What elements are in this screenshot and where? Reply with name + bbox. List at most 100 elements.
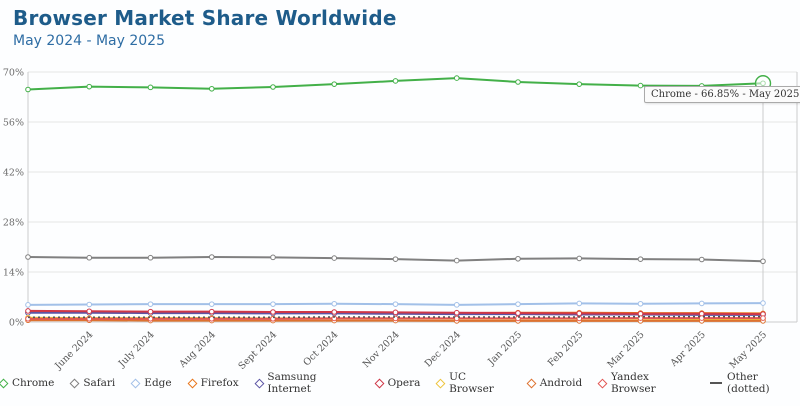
legend-item-other[interactable]: Other (dotted) (709, 371, 800, 395)
data-point-edge[interactable] (270, 301, 276, 307)
legend-item-firefox[interactable]: Firefox (187, 377, 239, 389)
data-point-opera[interactable] (331, 309, 338, 315)
legend-label: Edge (144, 377, 172, 389)
x-axis-tick-label: Apr 2025 (668, 329, 708, 369)
diamond-marker-icon (435, 378, 446, 388)
y-axis-tick-label: 28% (3, 218, 24, 229)
chart-legend: Chrome Safari Edge Firefox Samsung Internet O… (0, 371, 800, 395)
diamond-marker-icon (254, 378, 264, 388)
data-point-safari[interactable] (515, 255, 521, 262)
legend-item-chrome[interactable]: Chrome (0, 377, 54, 389)
diamond-marker-icon (597, 378, 608, 388)
page-title: Browser Market Share Worldwide (13, 6, 397, 30)
data-point-safari[interactable] (147, 254, 154, 261)
legend-item-opera[interactable]: Opera (374, 377, 421, 389)
dash-marker-icon (709, 382, 722, 384)
data-point-safari[interactable] (270, 254, 276, 261)
data-point-chrome[interactable] (637, 82, 644, 89)
diamond-marker-icon (526, 378, 537, 388)
data-point-opera[interactable] (147, 308, 154, 315)
data-point-edge[interactable] (515, 301, 521, 307)
y-axis-tick-label: 56% (3, 118, 24, 129)
data-point-opera[interactable] (86, 308, 93, 315)
data-point-edge[interactable] (698, 300, 705, 307)
data-point-chrome[interactable] (86, 83, 93, 90)
x-axis-tick-label: June 2024 (52, 329, 95, 372)
data-point-edge[interactable] (147, 301, 154, 307)
legend-label: Opera (387, 377, 421, 389)
data-point-opera[interactable] (392, 309, 399, 316)
legend-item-samsung-internet[interactable]: Samsung Internet (254, 371, 359, 395)
data-point-edge[interactable] (392, 301, 399, 307)
x-axis-tick-label: Feb 2025 (546, 329, 586, 369)
data-point-chrome[interactable] (515, 79, 521, 85)
data-point-chrome[interactable] (147, 84, 154, 91)
data-point-opera[interactable] (208, 308, 215, 315)
diamond-marker-icon (374, 378, 385, 388)
data-point-safari[interactable] (25, 254, 31, 260)
data-point-safari[interactable] (760, 258, 766, 265)
data-point-safari[interactable] (208, 254, 215, 260)
data-point-safari[interactable] (453, 257, 460, 264)
data-point-safari[interactable] (637, 256, 644, 262)
data-point-safari[interactable] (86, 254, 93, 261)
data-point-safari[interactable] (576, 255, 583, 262)
x-axis-tick-label: Nov 2024 (361, 329, 402, 370)
data-point-chrome[interactable] (25, 86, 31, 93)
legend-item-uc-browser[interactable]: UC Browser (435, 371, 510, 395)
data-point-opera[interactable] (576, 310, 583, 317)
legend-label: Yandex Browser (610, 371, 656, 395)
legend-label: UC Browser (449, 371, 494, 395)
data-point-opera[interactable] (25, 308, 31, 314)
legend-item-yandex-browser[interactable]: Yandex Browser (597, 371, 692, 395)
data-point-yandex-browser[interactable] (208, 315, 215, 322)
x-axis-tick-label: Mar 2025 (606, 329, 647, 370)
data-point-safari[interactable] (698, 256, 705, 263)
legend-item-android[interactable]: Android (526, 377, 583, 389)
data-point-chrome[interactable] (270, 84, 276, 90)
chart-subtitle: May 2024 - May 2025 (13, 33, 165, 49)
x-axis-tick-label: Aug 2024 (177, 329, 218, 370)
data-point-edge[interactable] (760, 300, 766, 306)
diamond-marker-icon (0, 378, 9, 388)
data-point-opera[interactable] (270, 309, 276, 315)
data-point-edge[interactable] (208, 301, 215, 307)
y-axis-tick-label: 70% (3, 68, 24, 79)
data-point-edge[interactable] (331, 300, 338, 307)
chart-tooltip: Chrome - 66.85% - May 2025 (644, 86, 800, 103)
diamond-marker-icon (130, 378, 141, 388)
data-point-edge[interactable] (576, 300, 583, 307)
x-axis-tick-label: Oct 2024 (301, 329, 340, 368)
legend-item-safari[interactable]: Safari (69, 377, 116, 389)
data-point-edge[interactable] (25, 302, 31, 308)
tooltip-text: Chrome - 66.85% - May 2025 (651, 89, 800, 100)
data-point-edge[interactable] (453, 302, 460, 308)
data-point-chrome[interactable] (208, 85, 215, 92)
data-point-safari[interactable] (331, 255, 338, 261)
data-point-opera[interactable] (515, 310, 521, 316)
y-axis-tick-label: 0% (9, 318, 24, 329)
data-point-chrome[interactable] (576, 81, 583, 87)
x-axis-tick-label: May 2025 (727, 329, 769, 371)
data-point-safari[interactable] (392, 256, 399, 262)
data-point-chrome[interactable] (331, 81, 338, 87)
data-point-opera[interactable] (453, 309, 460, 316)
legend-item-edge[interactable]: Edge (130, 377, 172, 389)
data-point-yandex-browser[interactable] (760, 315, 766, 321)
diamond-marker-icon (69, 378, 80, 388)
legend-label: Samsung Internet (267, 371, 317, 395)
data-point-edge[interactable] (86, 301, 93, 308)
data-point-yandex-browser[interactable] (453, 315, 460, 322)
legend-label: Firefox (200, 377, 239, 389)
x-axis-tick-label: Sept 2024 (237, 329, 280, 372)
data-point-chrome[interactable] (453, 75, 460, 81)
y-axis-tick-label: 42% (3, 168, 24, 179)
legend-label: Safari (83, 377, 116, 389)
legend-label: Android (539, 377, 583, 389)
data-point-yandex-browser[interactable] (698, 315, 705, 321)
y-axis-tick-label: 14% (3, 268, 24, 279)
data-point-chrome[interactable] (392, 78, 399, 84)
data-point-edge[interactable] (637, 300, 644, 307)
x-axis-tick-label: Jan 2025 (485, 329, 524, 368)
